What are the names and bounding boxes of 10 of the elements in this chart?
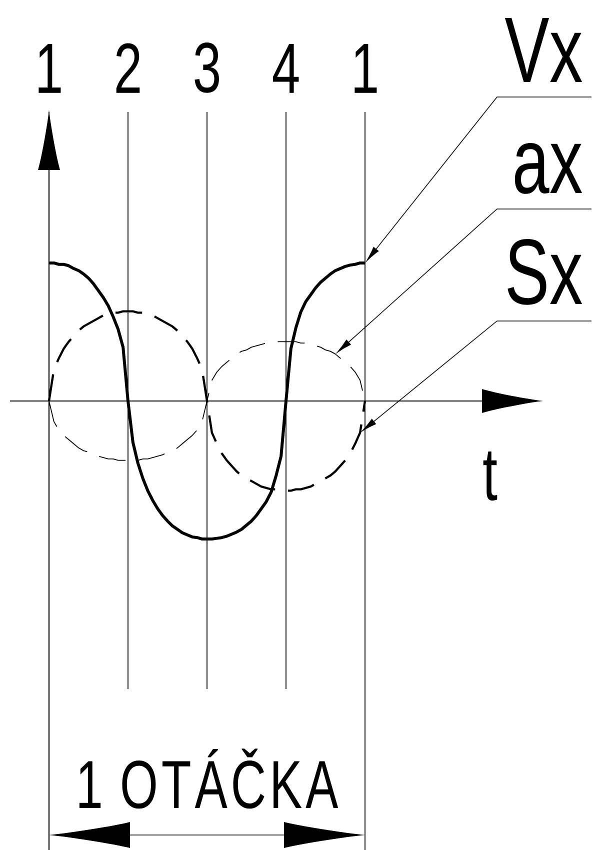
- legend-label: Sx: [508, 239, 582, 305]
- text: 1 OTÁČKA: [79, 748, 338, 809]
- x-tick-label: 4: [272, 44, 299, 93]
- text: Vx: [504, 18, 582, 82]
- x-axis-title: t: [483, 451, 498, 501]
- text: ax: [514, 142, 582, 194]
- x-tick-label: 1: [354, 44, 377, 93]
- x-tick-label: 2: [116, 43, 140, 93]
- x-tick-label: 3: [194, 42, 219, 93]
- x-tick-label: 1: [38, 44, 61, 93]
